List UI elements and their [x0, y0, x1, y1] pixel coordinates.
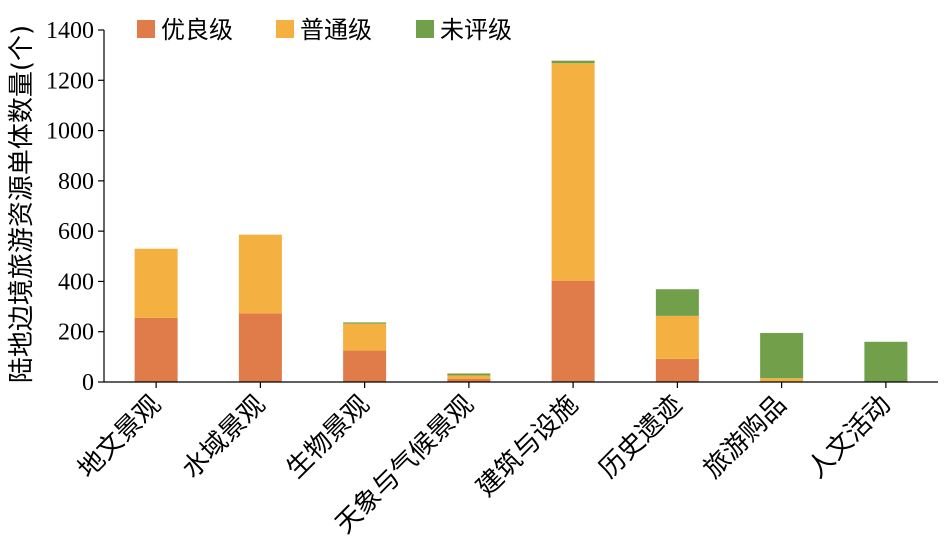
bar-segment [760, 378, 804, 382]
bar-segment [551, 60, 595, 64]
bar-segment [238, 313, 282, 382]
legend-label: 优良级 [161, 16, 233, 44]
bar-segment [134, 248, 178, 318]
y-tick-label: 600 [58, 219, 94, 245]
x-tick-label: 人文活动 [802, 390, 897, 485]
bar-segment [134, 317, 178, 382]
x-tick-label: 旅游购品 [698, 390, 793, 485]
y-tick-label: 0 [82, 370, 94, 396]
bar-segment [343, 323, 387, 351]
y-tick-label: 1000 [46, 119, 94, 145]
bars [134, 60, 908, 382]
legend-label: 普通级 [300, 16, 372, 44]
bar-segment [238, 234, 282, 314]
bar-segment [447, 378, 491, 382]
bar-segment [655, 358, 699, 382]
y-tick-label: 1400 [46, 18, 94, 44]
bar-segment [655, 315, 699, 359]
y-axis: 0 200 400 600 800 1000 1200 1400 [46, 18, 105, 396]
x-tick-label: 历史遗迹 [594, 390, 689, 485]
x-tick-label: 地文景观 [72, 390, 167, 485]
bar-segment [343, 322, 387, 324]
bar-segment [447, 375, 491, 379]
bar-segment [760, 332, 804, 379]
legend-label: 未评级 [440, 16, 512, 44]
x-tick-label: 建筑与设施 [471, 390, 584, 503]
legend-swatch [137, 20, 155, 38]
bar-segment [343, 350, 387, 382]
legend-swatch [276, 20, 294, 38]
y-tick-label: 200 [58, 320, 94, 346]
bar-segment [447, 373, 491, 376]
y-axis-title: 陆地边境旅游资源单体数量(个) [7, 25, 37, 383]
x-tick-label: 生物景观 [281, 390, 376, 485]
bar-segment [551, 280, 595, 382]
y-tick-label: 400 [58, 269, 94, 295]
legend: 优良级 普通级 未评级 [137, 16, 512, 44]
bar-segment [864, 341, 908, 382]
y-tick-label: 1200 [46, 68, 94, 94]
x-tick-label: 水域景观 [177, 390, 272, 485]
bar-segment [655, 289, 699, 316]
legend-swatch [416, 20, 434, 38]
bar-segment [551, 63, 595, 281]
y-tick-label: 800 [58, 169, 94, 195]
